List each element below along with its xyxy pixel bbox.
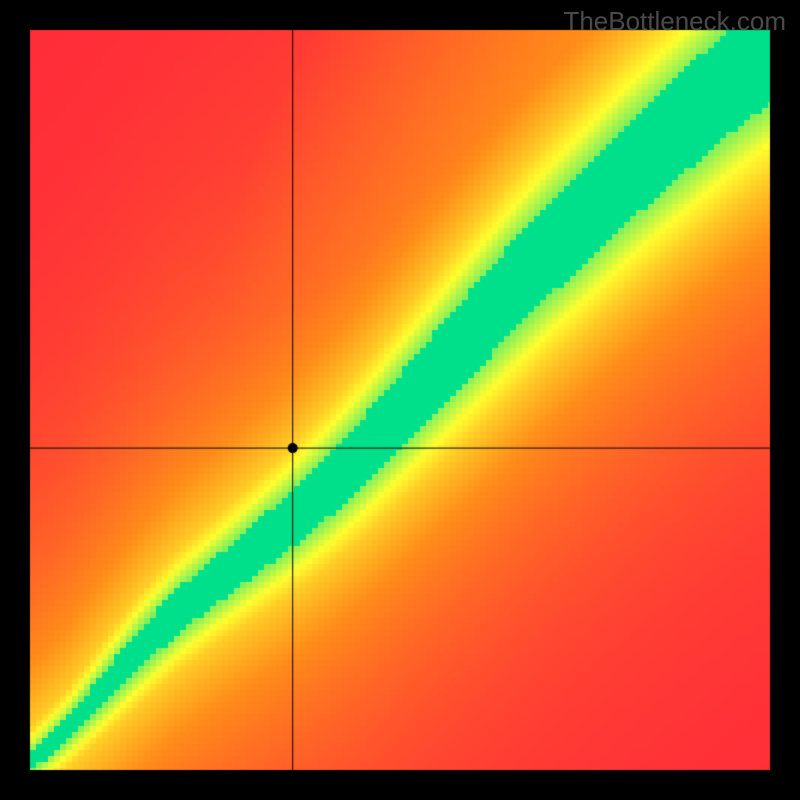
watermark-label: TheBottleneck.com	[563, 6, 786, 37]
chart-container: { "watermark": "TheBottleneck.com", "cha…	[0, 0, 800, 800]
bottleneck-heatmap	[0, 0, 800, 800]
